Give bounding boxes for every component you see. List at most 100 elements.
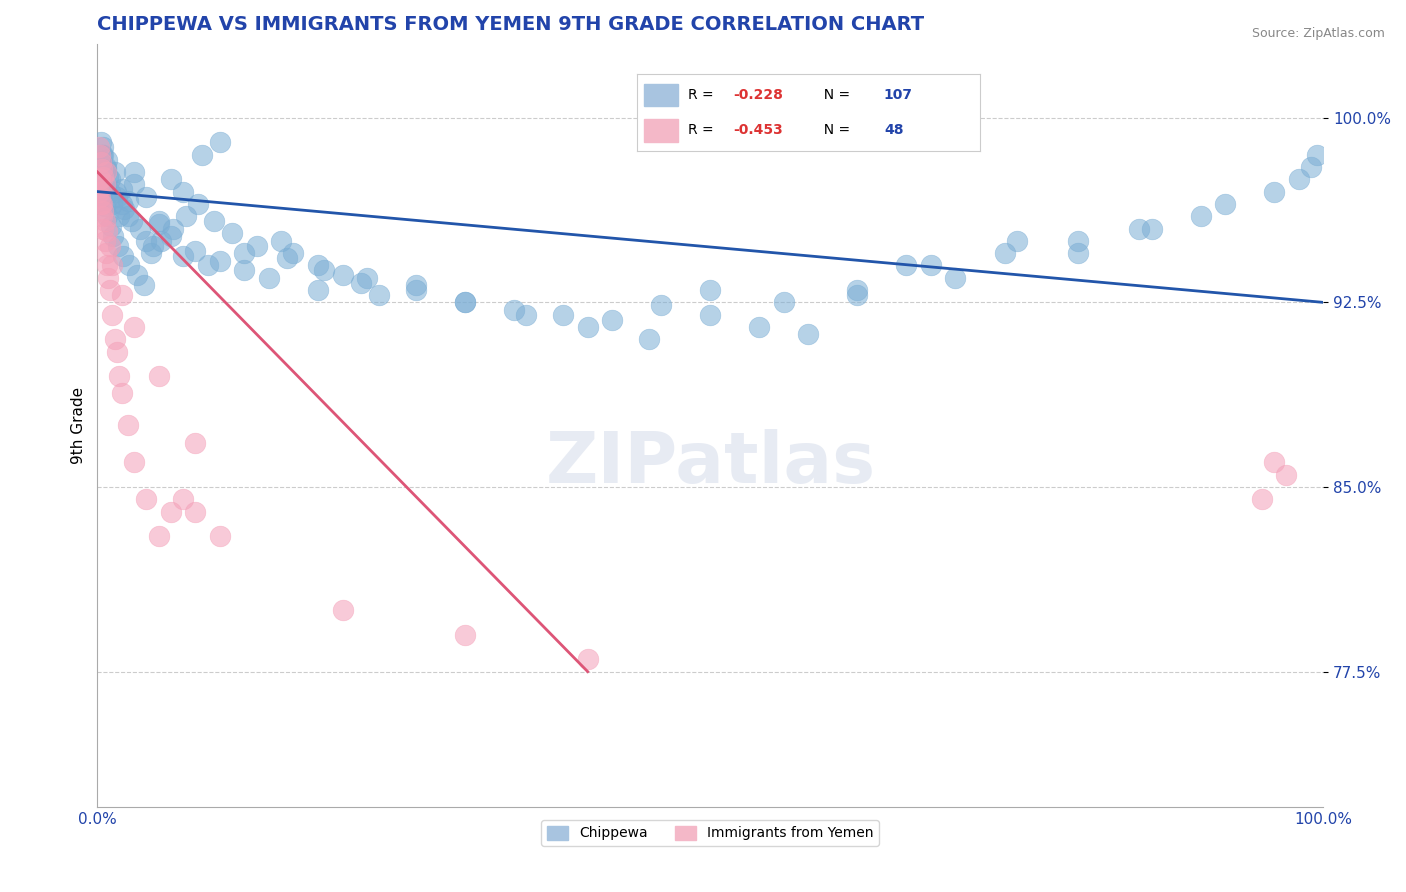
Point — [208, 253, 231, 268]
Point — [94, 160, 117, 174]
Point — [93, 179, 115, 194]
Point — [103, 165, 125, 179]
Point — [454, 295, 477, 310]
Point — [162, 221, 184, 235]
Point — [90, 179, 112, 194]
Point — [105, 189, 128, 203]
Point — [1067, 234, 1090, 248]
Point — [283, 246, 305, 260]
Point — [96, 224, 118, 238]
Point — [1299, 160, 1322, 174]
Point — [108, 209, 131, 223]
Point — [350, 276, 373, 290]
Point — [314, 263, 336, 277]
Point — [184, 505, 207, 519]
Point — [129, 221, 152, 235]
Point — [1251, 492, 1274, 507]
Point — [125, 268, 148, 283]
Point — [1275, 467, 1298, 482]
Point — [368, 288, 391, 302]
Point — [101, 197, 124, 211]
Point — [101, 259, 124, 273]
Point — [103, 228, 125, 243]
Point — [600, 312, 623, 326]
Point — [276, 251, 298, 265]
Point — [89, 155, 111, 169]
Point — [515, 308, 537, 322]
Point — [93, 147, 115, 161]
Point — [93, 199, 115, 213]
Point — [93, 169, 115, 184]
Point — [97, 169, 120, 184]
Point — [187, 197, 209, 211]
Point — [111, 386, 134, 401]
Point — [356, 270, 378, 285]
Point — [638, 332, 661, 346]
Point — [135, 234, 157, 248]
Point — [172, 185, 194, 199]
Point — [96, 259, 118, 273]
Point — [96, 153, 118, 167]
Point — [699, 308, 721, 322]
Point — [160, 172, 183, 186]
Point — [122, 165, 145, 179]
Point — [160, 505, 183, 519]
Point — [748, 320, 770, 334]
Point — [91, 189, 114, 203]
Point — [576, 320, 599, 334]
Point — [141, 239, 163, 253]
Point — [148, 214, 170, 228]
Point — [135, 492, 157, 507]
Point — [91, 162, 114, 177]
Point — [257, 270, 280, 285]
Point — [93, 140, 115, 154]
Text: ZIPatlas: ZIPatlas — [546, 429, 876, 498]
Point — [160, 228, 183, 243]
Point — [202, 214, 225, 228]
Point — [945, 270, 967, 285]
Point — [1306, 147, 1329, 161]
Point — [553, 308, 575, 322]
Point — [148, 217, 170, 231]
Point — [117, 418, 139, 433]
Point — [90, 172, 112, 186]
Point — [332, 603, 354, 617]
Point — [90, 136, 112, 150]
Point — [1067, 246, 1090, 260]
Point — [122, 178, 145, 192]
Point — [107, 239, 129, 253]
Point — [150, 234, 173, 248]
Point — [104, 185, 127, 199]
Point — [174, 209, 197, 223]
Point — [797, 327, 820, 342]
Point — [89, 172, 111, 186]
Point — [148, 529, 170, 543]
Text: Source: ZipAtlas.com: Source: ZipAtlas.com — [1251, 27, 1385, 40]
Point — [94, 246, 117, 260]
Point — [1189, 209, 1212, 223]
Point — [111, 288, 134, 302]
Point — [197, 259, 219, 273]
Legend: Chippewa, Immigrants from Yemen: Chippewa, Immigrants from Yemen — [541, 820, 879, 846]
Point — [93, 178, 115, 192]
Point — [93, 221, 115, 235]
Point — [98, 185, 121, 199]
Point — [1128, 221, 1150, 235]
Point — [90, 197, 112, 211]
Point — [94, 162, 117, 177]
Point — [93, 204, 115, 219]
Point — [112, 249, 135, 263]
Point — [405, 278, 427, 293]
Point — [846, 283, 869, 297]
Point — [87, 185, 110, 199]
Point — [91, 147, 114, 161]
Point — [87, 140, 110, 154]
Text: CHIPPEWA VS IMMIGRANTS FROM YEMEN 9TH GRADE CORRELATION CHART: CHIPPEWA VS IMMIGRANTS FROM YEMEN 9TH GR… — [97, 15, 925, 34]
Point — [122, 320, 145, 334]
Point — [650, 298, 672, 312]
Point — [112, 202, 135, 216]
Point — [100, 219, 122, 233]
Point — [89, 189, 111, 203]
Point — [896, 259, 918, 273]
Point — [101, 308, 124, 322]
